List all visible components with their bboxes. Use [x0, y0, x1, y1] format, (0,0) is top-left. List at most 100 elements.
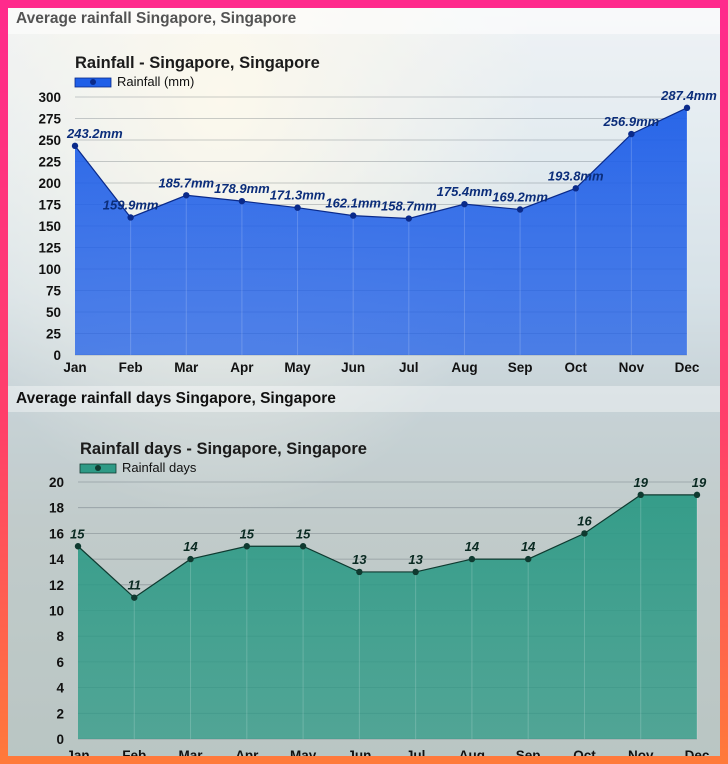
x-tick-label: Nov	[619, 360, 645, 375]
x-tick-label: Jul	[406, 748, 426, 756]
data-point[interactable]	[516, 206, 524, 213]
data-point[interactable]	[683, 104, 691, 112]
data-label: 158.7mm	[381, 199, 437, 214]
x-tick-label: May	[284, 360, 311, 375]
x-tick-label: May	[290, 748, 317, 756]
y-tick-label: 18	[49, 501, 65, 516]
data-label: 287.4mm	[660, 88, 717, 103]
days-heading-bar	[8, 386, 720, 412]
y-tick-label: 125	[38, 241, 61, 256]
x-tick-label: Oct	[573, 748, 596, 756]
series-line	[74, 107, 688, 220]
data-point[interactable]	[468, 555, 476, 563]
data-label: 14	[521, 539, 536, 554]
y-tick-label: 0	[53, 348, 61, 363]
x-tick-label: Jun	[341, 360, 365, 375]
data-label: 169.2mm	[492, 189, 548, 204]
y-tick-label: 10	[49, 604, 64, 619]
data-label: 162.1mm	[325, 196, 381, 211]
chart-title: Rainfall - Singapore, Singapore	[75, 54, 320, 72]
data-label: 16	[577, 513, 592, 528]
x-tick-label: Nov	[628, 748, 654, 756]
y-tick-label: 100	[38, 262, 61, 277]
x-tick-label: Dec	[685, 748, 710, 756]
page-background: Average rainfall Singapore, Singapore Av…	[8, 8, 720, 756]
data-point[interactable]	[524, 555, 532, 563]
x-tick-label: Sep	[516, 748, 541, 756]
y-tick-label: 275	[38, 112, 61, 127]
data-point[interactable]	[187, 555, 194, 563]
y-tick-label: 150	[38, 219, 61, 234]
y-tick-label: 14	[49, 552, 65, 567]
x-tick-label: Dec	[675, 360, 700, 375]
data-point[interactable]	[294, 204, 301, 211]
data-point[interactable]	[349, 212, 357, 219]
series-area	[78, 494, 697, 739]
data-point[interactable]	[183, 192, 190, 199]
data-point[interactable]	[127, 214, 134, 221]
legend-label: Rainfall (mm)	[117, 74, 194, 89]
legend-marker	[95, 465, 101, 471]
data-point[interactable]	[356, 568, 363, 576]
y-tick-label: 6	[56, 655, 64, 670]
y-tick-label: 175	[38, 198, 61, 213]
data-point[interactable]	[412, 568, 419, 576]
data-label: 243.2mm	[66, 126, 123, 141]
y-tick-label: 225	[38, 155, 61, 170]
y-tick-label: 2	[56, 706, 64, 721]
y-tick-label: 12	[49, 578, 64, 593]
rainfall-chart: Rainfall - Singapore, Singapore Rainfall …	[8, 8, 720, 386]
data-label: 19	[692, 475, 707, 490]
x-tick-label: Sep	[508, 360, 533, 375]
data-label: 15	[296, 526, 311, 541]
y-tick-label: 16	[49, 526, 65, 541]
data-point[interactable]	[405, 215, 413, 222]
y-tick-label: 250	[38, 133, 61, 148]
data-label: 15	[70, 526, 85, 541]
series-area	[75, 107, 687, 355]
y-tick-label: 20	[49, 475, 64, 490]
data-point[interactable]	[693, 491, 701, 499]
rainfall-section-heading: Average rainfall Singapore, Singapore	[16, 10, 296, 28]
rainfall-days-section-heading: Average rainfall days Singapore, Singapo…	[16, 390, 336, 407]
x-tick-label: Aug	[459, 748, 485, 756]
data-point[interactable]	[71, 142, 79, 150]
data-label: 159.9mm	[103, 197, 159, 212]
data-point[interactable]	[74, 543, 82, 550]
rainfall-days-chart: Rainfall days - Singapore, Singapore Rain…	[8, 412, 720, 756]
legend-marker	[90, 79, 96, 85]
x-tick-label: Jul	[399, 360, 419, 375]
data-label: 13	[352, 552, 367, 567]
data-point[interactable]	[581, 530, 588, 537]
y-tick-label: 300	[38, 90, 61, 105]
y-tick-label: 200	[38, 176, 61, 191]
chart-title: Rainfall days - Singapore, Singapore	[80, 440, 367, 458]
data-point[interactable]	[131, 594, 138, 601]
x-tick-label: Jan	[66, 748, 89, 756]
data-point[interactable]	[637, 491, 644, 499]
x-tick-label: Jan	[63, 360, 86, 375]
data-point[interactable]	[299, 543, 307, 550]
data-label: 175.4mm	[437, 184, 493, 199]
data-label: 185.7mm	[158, 175, 214, 190]
data-point[interactable]	[238, 197, 246, 205]
x-tick-label: Feb	[119, 360, 143, 375]
y-tick-label: 50	[46, 305, 61, 320]
data-label: 14	[183, 539, 198, 554]
data-label: 171.3mm	[270, 188, 326, 203]
series-line	[77, 494, 697, 599]
data-label: 193.8mm	[548, 168, 604, 183]
data-point[interactable]	[572, 185, 579, 192]
data-point[interactable]	[243, 543, 251, 550]
data-label: 14	[465, 539, 480, 554]
data-label: 15	[240, 526, 255, 541]
data-point[interactable]	[461, 200, 468, 208]
data-label: 11	[128, 578, 142, 593]
y-tick-label: 4	[56, 681, 64, 696]
rainfall-heading-bar	[8, 8, 720, 34]
y-tick-label: 8	[56, 629, 64, 644]
x-tick-label: Feb	[122, 748, 146, 756]
y-tick-label: 25	[46, 327, 62, 342]
data-point[interactable]	[628, 130, 635, 138]
